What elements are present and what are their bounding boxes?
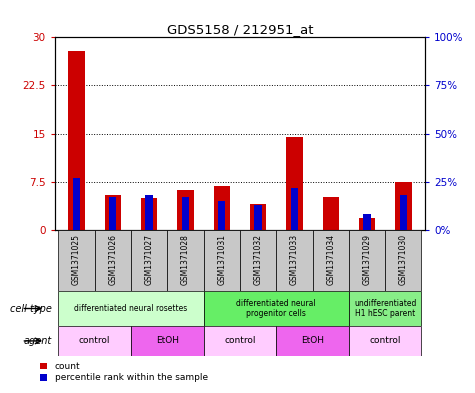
Bar bbox=[131, 326, 204, 356]
Bar bbox=[399, 195, 407, 230]
Text: GSM1371034: GSM1371034 bbox=[326, 233, 335, 285]
Text: GSM1371030: GSM1371030 bbox=[399, 233, 408, 285]
Text: GSM1371028: GSM1371028 bbox=[181, 234, 190, 285]
Bar bbox=[349, 230, 385, 291]
Text: EtOH: EtOH bbox=[301, 336, 324, 345]
Bar bbox=[58, 291, 204, 326]
Bar bbox=[395, 182, 411, 230]
Bar bbox=[73, 178, 80, 230]
Bar bbox=[250, 204, 266, 230]
Bar bbox=[177, 190, 194, 230]
Bar bbox=[58, 230, 95, 291]
Bar bbox=[104, 195, 121, 230]
Bar bbox=[109, 197, 116, 230]
Text: undifferentiated
H1 hESC parent: undifferentiated H1 hESC parent bbox=[354, 299, 417, 318]
Text: differentiated neural
progenitor cells: differentiated neural progenitor cells bbox=[237, 299, 316, 318]
Bar bbox=[131, 230, 167, 291]
Text: GSM1371032: GSM1371032 bbox=[254, 234, 263, 285]
Bar bbox=[182, 197, 189, 230]
Text: cell type: cell type bbox=[10, 303, 52, 314]
Bar bbox=[167, 230, 204, 291]
Bar bbox=[214, 186, 230, 230]
Bar bbox=[145, 195, 152, 230]
Text: EtOH: EtOH bbox=[156, 336, 179, 345]
Bar bbox=[323, 196, 339, 230]
Bar bbox=[204, 230, 240, 291]
Bar bbox=[286, 137, 303, 230]
Bar bbox=[385, 230, 421, 291]
Bar bbox=[359, 219, 375, 230]
Text: control: control bbox=[370, 336, 401, 345]
Text: GSM1371031: GSM1371031 bbox=[217, 234, 226, 285]
Bar bbox=[349, 291, 421, 326]
Bar bbox=[240, 230, 276, 291]
Bar bbox=[363, 215, 370, 230]
Title: GDS5158 / 212951_at: GDS5158 / 212951_at bbox=[167, 23, 313, 36]
Bar bbox=[141, 198, 157, 230]
Bar bbox=[58, 326, 131, 356]
Text: GSM1371033: GSM1371033 bbox=[290, 233, 299, 285]
Bar bbox=[313, 230, 349, 291]
Text: GSM1371027: GSM1371027 bbox=[144, 234, 153, 285]
Text: agent: agent bbox=[24, 336, 52, 346]
Bar bbox=[204, 291, 349, 326]
Legend: count, percentile rank within the sample: count, percentile rank within the sample bbox=[40, 362, 208, 382]
Bar bbox=[95, 230, 131, 291]
Text: GSM1371026: GSM1371026 bbox=[108, 234, 117, 285]
Bar bbox=[204, 326, 276, 356]
Bar bbox=[218, 201, 225, 230]
Bar bbox=[68, 51, 85, 230]
Text: control: control bbox=[79, 336, 110, 345]
Text: differentiated neural rosettes: differentiated neural rosettes bbox=[74, 304, 188, 313]
Text: control: control bbox=[224, 336, 256, 345]
Bar bbox=[291, 187, 298, 230]
Text: GSM1371025: GSM1371025 bbox=[72, 234, 81, 285]
Bar bbox=[276, 326, 349, 356]
Bar bbox=[276, 230, 313, 291]
Text: GSM1371029: GSM1371029 bbox=[362, 234, 371, 285]
Bar bbox=[349, 326, 421, 356]
Bar bbox=[255, 205, 262, 230]
